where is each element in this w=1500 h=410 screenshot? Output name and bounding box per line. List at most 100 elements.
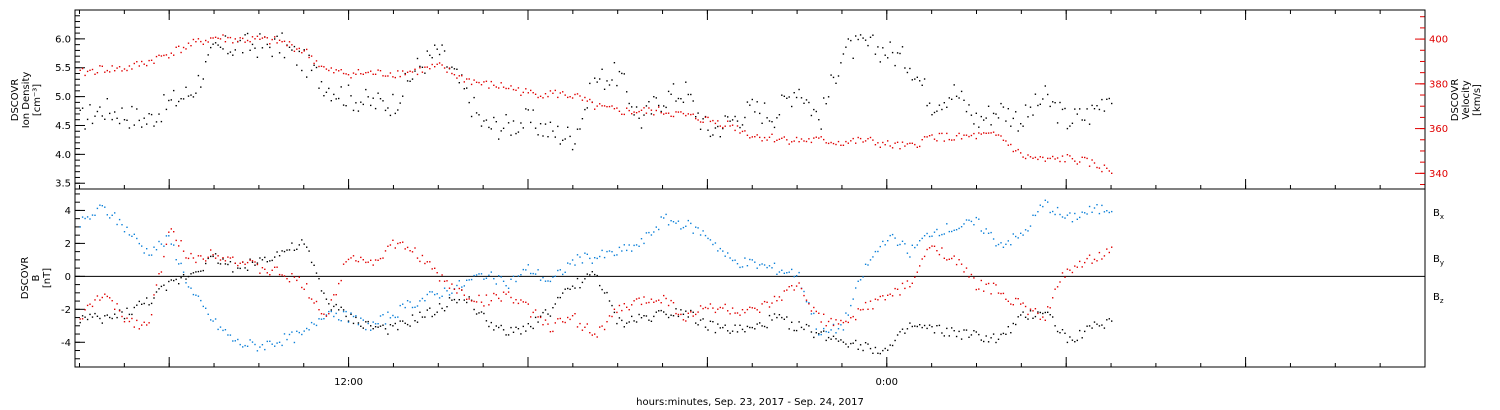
- bx-point: [446, 306, 448, 308]
- bx-point: [153, 297, 155, 299]
- bx-point: [557, 296, 559, 299]
- by-point: [320, 318, 323, 320]
- by-point: [896, 244, 899, 246]
- bz-point: [835, 319, 837, 321]
- bz-point: [948, 258, 950, 260]
- density-point: [261, 47, 264, 49]
- density-point: [180, 98, 182, 100]
- velocity-point: [781, 137, 783, 139]
- bx-point: [517, 328, 520, 330]
- by-point: [965, 219, 968, 221]
- density-point: [502, 127, 505, 129]
- bz-point: [1012, 304, 1014, 306]
- by-point: [1024, 229, 1027, 231]
- bz-point: [855, 318, 857, 321]
- by-point: [333, 315, 335, 318]
- velocity-point: [882, 141, 884, 144]
- by-point: [830, 329, 832, 331]
- velocity-point: [234, 38, 236, 40]
- by-point: [330, 310, 332, 313]
- bz-point: [771, 302, 773, 304]
- bx-point: [628, 321, 630, 323]
- velocity-point: [763, 136, 766, 139]
- density-point: [983, 119, 985, 121]
- density-point: [648, 101, 650, 103]
- bx-point: [510, 326, 512, 329]
- velocity-point: [948, 138, 950, 141]
- density-point: [173, 89, 175, 92]
- bx-point: [173, 279, 175, 282]
- bz-point: [823, 313, 825, 315]
- bz-point: [362, 259, 364, 261]
- bz-point: [163, 255, 165, 258]
- bz-point: [288, 281, 291, 283]
- bx-point: [759, 322, 761, 324]
- velocity-point: [761, 140, 763, 142]
- velocity-point: [1022, 156, 1024, 158]
- density-point: [1010, 125, 1012, 127]
- bx-point: [599, 284, 601, 287]
- bz-point: [571, 315, 574, 317]
- density-point: [468, 101, 470, 104]
- velocity-point: [874, 144, 877, 146]
- bx-point: [1034, 315, 1037, 318]
- bx-point: [874, 346, 877, 349]
- by-point: [310, 321, 313, 324]
- bz-point: [185, 257, 187, 259]
- by-point: [197, 295, 200, 297]
- by-point: [202, 305, 204, 308]
- density-point: [301, 69, 303, 72]
- bx-point: [571, 285, 574, 287]
- bx-point: [520, 333, 522, 335]
- density-point: [872, 34, 874, 36]
- velocity-point: [663, 113, 665, 115]
- density-point: [443, 50, 446, 52]
- by-point: [99, 204, 101, 206]
- velocity-point: [1024, 157, 1027, 160]
- by-point: [419, 300, 421, 302]
- by-point: [342, 310, 345, 313]
- density-point: [214, 42, 217, 44]
- bz-point: [118, 310, 121, 312]
- bz-point: [402, 241, 404, 243]
- velocity-point: [1086, 157, 1088, 160]
- bz-point: [227, 256, 229, 258]
- bz-point: [709, 303, 712, 305]
- bx-point: [985, 335, 987, 337]
- density-point: [754, 111, 756, 113]
- velocity-point: [564, 94, 566, 96]
- velocity-point: [544, 93, 547, 95]
- y-tick-label-left: 3.5: [55, 179, 71, 190]
- bz-point: [1027, 313, 1029, 316]
- density-point: [96, 110, 99, 113]
- density-point: [1088, 123, 1091, 125]
- velocity-point: [202, 43, 204, 45]
- bz-point: [867, 308, 869, 310]
- velocity-point: [352, 72, 355, 74]
- density-point: [672, 83, 675, 85]
- bx-point: [453, 298, 456, 301]
- by-point: [133, 233, 135, 235]
- by-point: [1000, 242, 1002, 244]
- bx-point: [244, 267, 246, 269]
- density-point: [786, 97, 788, 99]
- density-point: [549, 121, 552, 123]
- by-point: [1064, 217, 1066, 219]
- bx-point: [205, 262, 207, 265]
- bx-point: [1091, 327, 1093, 329]
- by-point: [399, 304, 401, 307]
- velocity-point: [665, 112, 667, 114]
- density-point: [539, 123, 542, 125]
- velocity-point: [530, 89, 532, 92]
- bz-point: [229, 257, 232, 259]
- velocity-point: [328, 69, 330, 72]
- bz-point: [306, 283, 308, 285]
- bz-point: [1029, 308, 1032, 310]
- by-point: [264, 348, 266, 351]
- bz-point: [960, 263, 963, 265]
- density-point: [530, 121, 532, 124]
- legend-entry: Bz: [1433, 292, 1444, 305]
- density-point: [480, 125, 483, 127]
- bz-point: [1022, 302, 1024, 304]
- density-point: [564, 138, 566, 140]
